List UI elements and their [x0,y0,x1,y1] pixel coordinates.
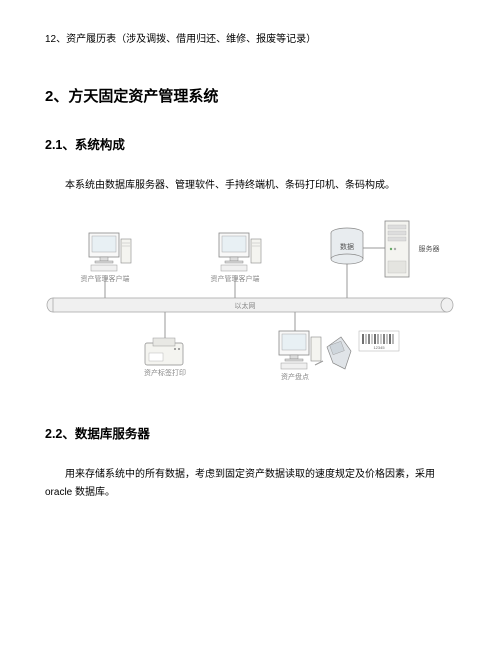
heading-2-2: 2.2、数据库服务器 [45,423,455,442]
client2-label: 资产管理客户端 [211,274,260,283]
inventory-pc-icon: 资产盘点 [279,312,321,381]
heading-2-1: 2.1、系统构成 [45,134,455,153]
heading-main: 2、方天固定资产管理系统 [45,85,455,106]
printer-icon: 资产标签打印 [144,312,186,377]
printer-label: 资产标签打印 [144,368,186,377]
server-label: 服务器 [419,244,440,253]
data-label: 数据 [340,242,354,251]
network-diagram: 以太网 资产管理客户端 资产 [45,213,455,393]
para-2-2: 用来存储系统中的所有数据，考虑到固定资产数据读取的速度规定及价格因素，采用 or… [45,466,455,502]
barcode-text: 12345 [373,345,385,350]
client-2-icon: 资产管理客户端 [211,233,262,298]
network-label: 以太网 [235,301,256,310]
client1-label: 资产管理客户端 [81,274,130,283]
client-1-icon: 资产管理客户端 [81,233,132,298]
database-icon: 数据 [331,228,385,298]
server-icon: 服务器 [385,221,440,277]
para-2-1: 本系统由数据库服务器、管理软件、手持终端机、条码打印机、条码构成。 [45,177,455,195]
inventory-label: 资产盘点 [281,372,309,381]
barcode-icon: 12345 [359,331,399,351]
list-item-12: 12、资产履历表（涉及调拨、借用归还、维修、报废等记录） [45,30,455,45]
